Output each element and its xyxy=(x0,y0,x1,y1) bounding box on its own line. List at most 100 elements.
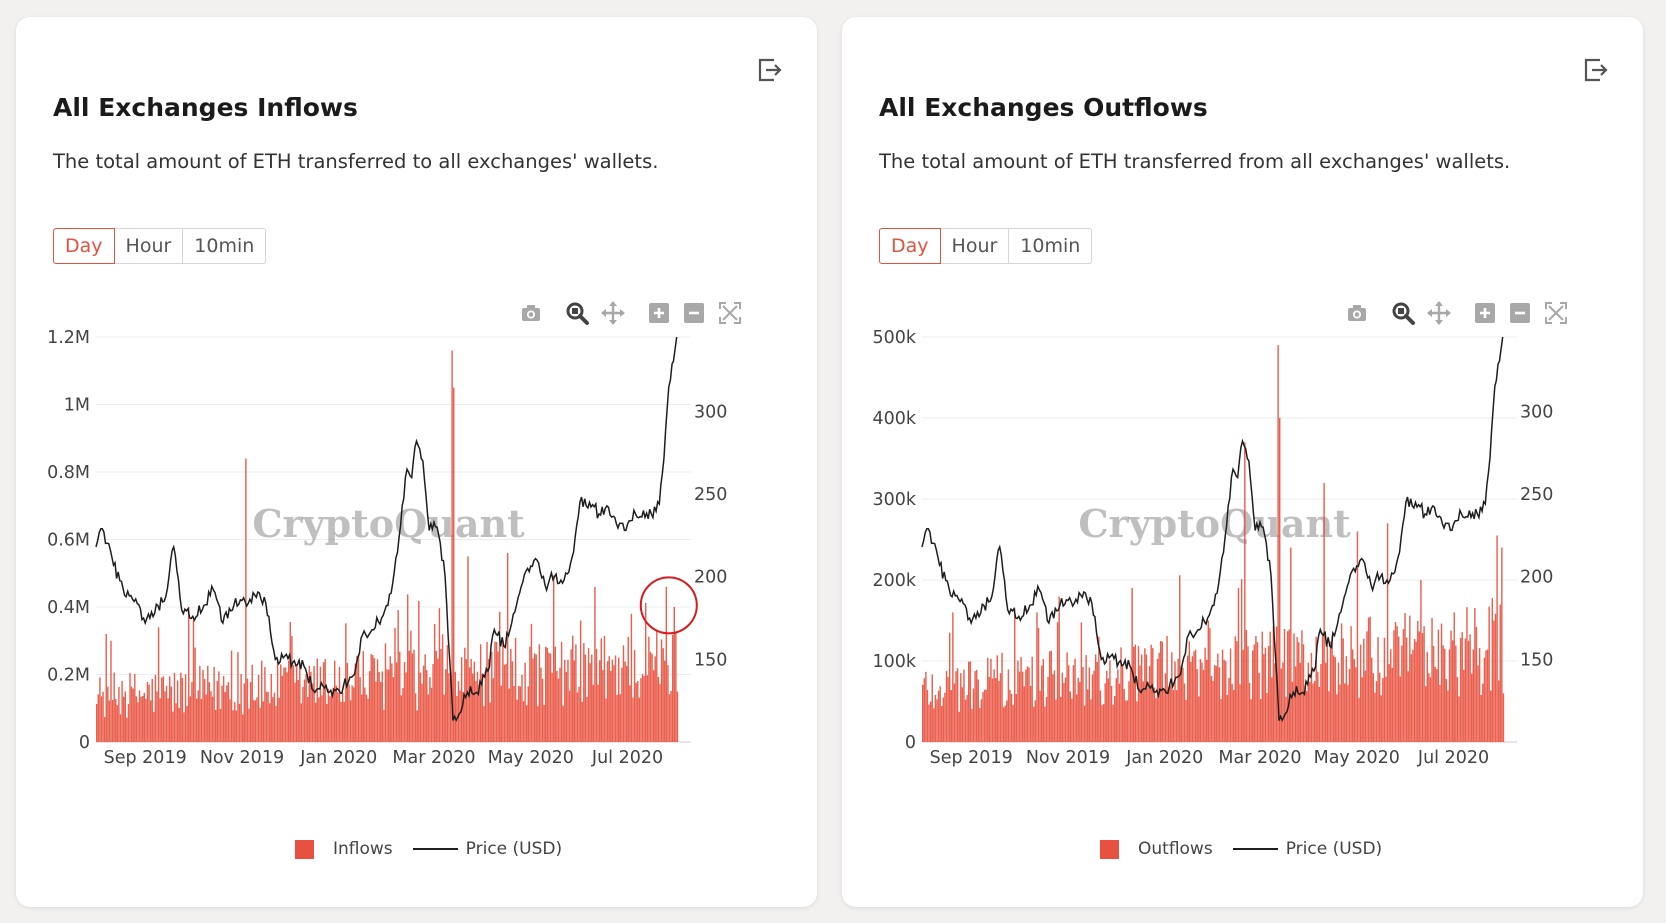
bar[interactable] xyxy=(191,682,193,742)
bar[interactable] xyxy=(167,698,169,742)
bar[interactable] xyxy=(614,655,617,742)
bar[interactable] xyxy=(445,669,447,742)
bar[interactable] xyxy=(1304,685,1306,742)
bar[interactable] xyxy=(974,671,976,742)
bar[interactable] xyxy=(1442,645,1444,742)
bar[interactable] xyxy=(365,694,368,742)
bar[interactable] xyxy=(1475,626,1478,742)
bar[interactable] xyxy=(1385,676,1387,742)
bar[interactable] xyxy=(1033,706,1035,742)
bar[interactable] xyxy=(592,684,595,742)
bar[interactable] xyxy=(395,662,398,742)
bar[interactable] xyxy=(1079,681,1081,742)
bar[interactable] xyxy=(999,673,1002,742)
bar[interactable] xyxy=(1348,669,1351,742)
bar[interactable] xyxy=(372,655,374,742)
bar[interactable] xyxy=(1120,647,1122,742)
bar[interactable] xyxy=(660,639,663,742)
bar[interactable] xyxy=(208,682,211,742)
bar[interactable] xyxy=(552,575,555,742)
bar[interactable] xyxy=(941,705,943,742)
bar[interactable] xyxy=(195,698,198,742)
bar[interactable] xyxy=(525,705,528,742)
bar[interactable] xyxy=(1480,694,1482,742)
bar[interactable] xyxy=(1264,647,1267,742)
bar[interactable] xyxy=(1212,681,1214,742)
bar[interactable] xyxy=(621,667,623,742)
bar[interactable] xyxy=(1244,442,1246,742)
bar[interactable] xyxy=(1193,651,1195,742)
bar[interactable] xyxy=(118,687,120,742)
bar[interactable] xyxy=(610,670,612,742)
bar[interactable] xyxy=(500,685,503,742)
bar[interactable] xyxy=(510,648,512,742)
bar[interactable] xyxy=(1074,658,1076,742)
bar[interactable] xyxy=(1161,641,1164,742)
bar[interactable] xyxy=(1313,681,1316,742)
bar[interactable] xyxy=(1041,665,1043,742)
bar[interactable] xyxy=(1372,673,1375,742)
bar[interactable] xyxy=(1155,698,1157,742)
bar[interactable] xyxy=(96,704,98,742)
bar[interactable] xyxy=(1164,673,1167,742)
bar[interactable] xyxy=(1261,631,1263,742)
bar[interactable] xyxy=(947,677,949,742)
bar[interactable] xyxy=(522,701,525,742)
bar[interactable] xyxy=(375,681,377,742)
bar[interactable] xyxy=(1007,669,1010,742)
bar[interactable] xyxy=(1367,617,1370,742)
bar[interactable] xyxy=(283,667,285,742)
bar[interactable] xyxy=(1061,672,1064,742)
bar[interactable] xyxy=(1042,659,1045,742)
bar[interactable] xyxy=(1309,681,1311,742)
bar[interactable] xyxy=(1236,641,1238,742)
bar[interactable] xyxy=(1458,696,1460,742)
bar[interactable] xyxy=(1405,637,1408,742)
bar[interactable] xyxy=(942,697,945,742)
bar[interactable] xyxy=(373,658,376,742)
bar[interactable] xyxy=(1109,660,1111,742)
bar[interactable] xyxy=(414,693,417,742)
bar[interactable] xyxy=(153,711,155,742)
bar[interactable] xyxy=(1085,655,1087,742)
bar[interactable] xyxy=(606,661,609,742)
bar[interactable] xyxy=(1459,637,1462,742)
bar[interactable] xyxy=(406,594,409,742)
bar[interactable] xyxy=(1426,652,1428,742)
bar[interactable] xyxy=(273,692,276,742)
bar[interactable] xyxy=(210,691,212,742)
bar[interactable] xyxy=(203,678,206,742)
bar[interactable] xyxy=(184,674,187,742)
bar[interactable] xyxy=(1150,644,1152,742)
legend-line-swatch[interactable] xyxy=(1232,848,1278,850)
pan-icon[interactable] xyxy=(1425,299,1453,327)
bar[interactable] xyxy=(1098,636,1100,742)
bar[interactable] xyxy=(1267,645,1270,742)
bar[interactable] xyxy=(638,697,641,742)
bar[interactable] xyxy=(249,682,252,742)
bar[interactable] xyxy=(470,658,472,742)
bar[interactable] xyxy=(100,696,103,742)
bar[interactable] xyxy=(1082,667,1084,742)
bar[interactable] xyxy=(1182,667,1184,742)
bar[interactable] xyxy=(121,681,123,742)
bar[interactable] xyxy=(433,623,436,742)
bar[interactable] xyxy=(1356,531,1359,742)
bar[interactable] xyxy=(1474,607,1476,742)
bar[interactable] xyxy=(1299,662,1302,742)
bar[interactable] xyxy=(391,663,393,742)
zoom-in-icon[interactable] xyxy=(645,299,673,327)
bar[interactable] xyxy=(302,686,304,742)
bar[interactable] xyxy=(1215,665,1217,742)
bar[interactable] xyxy=(1450,630,1452,742)
bar[interactable] xyxy=(998,681,1000,742)
bar[interactable] xyxy=(1424,686,1427,742)
bar[interactable] xyxy=(1496,535,1498,742)
bar[interactable] xyxy=(318,697,320,742)
bar[interactable] xyxy=(573,660,576,742)
bar[interactable] xyxy=(549,653,552,742)
bar[interactable] xyxy=(923,678,926,742)
bar[interactable] xyxy=(936,699,938,742)
bar[interactable] xyxy=(1298,642,1300,742)
bar[interactable] xyxy=(1315,636,1317,742)
